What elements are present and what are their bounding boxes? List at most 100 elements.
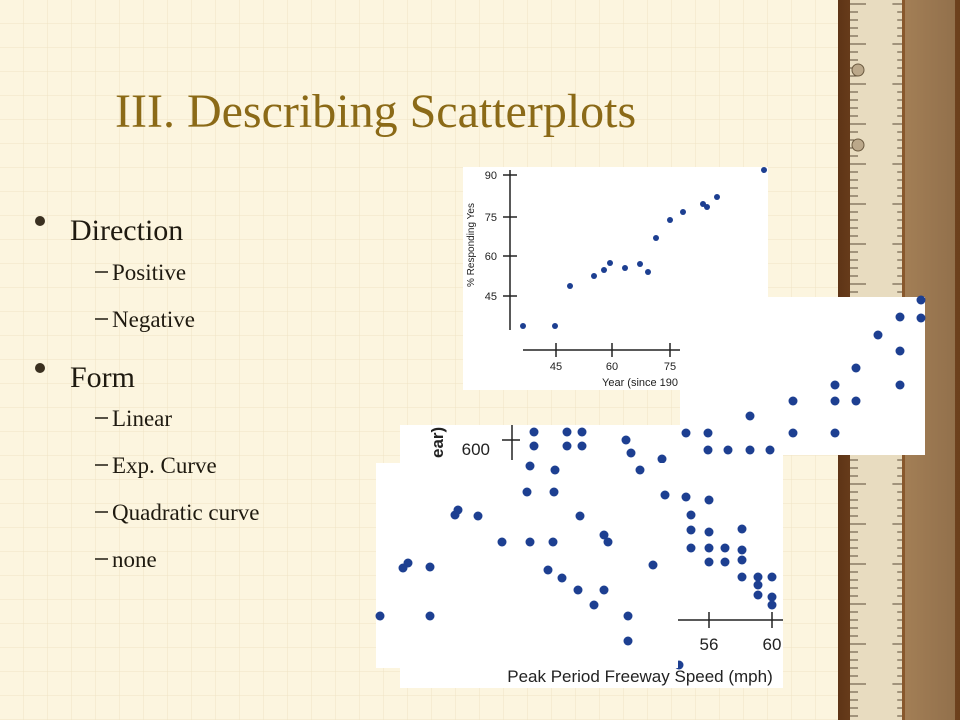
y-tick-label: 90 — [485, 170, 497, 182]
scatter-panel — [680, 297, 925, 455]
scatter-dot — [548, 537, 558, 547]
scatter-dot — [686, 510, 696, 520]
scatter-dot — [529, 427, 539, 437]
scatter-dot — [623, 611, 633, 621]
scatter-dot — [473, 511, 483, 521]
scatter-dot — [648, 560, 658, 570]
bullet-list: Direction Positive Negative Form Linear Exp. … — [35, 214, 260, 572]
scatter-dot — [681, 492, 691, 502]
scatter-dot — [703, 428, 713, 438]
scatter-dot — [599, 585, 609, 595]
scatter-dot — [425, 611, 435, 621]
scatter-dot — [873, 330, 883, 340]
scatter-dot — [745, 411, 755, 421]
scatter-dot — [737, 524, 747, 534]
scatter-dot — [398, 563, 408, 573]
scatter-dot — [557, 573, 567, 583]
scatter-dot — [453, 505, 463, 515]
scatter-dot — [753, 580, 763, 590]
scatter-dot — [550, 465, 560, 475]
screw — [851, 63, 865, 77]
scatter-dot — [745, 445, 755, 455]
y-tick-label: 60 — [485, 251, 497, 263]
scatter-dot — [851, 396, 861, 406]
scatter-dot — [680, 209, 686, 215]
bullet-dot — [35, 216, 45, 226]
scatter-dot — [788, 396, 798, 406]
scatter-dot — [522, 487, 532, 497]
sub-item: Negative — [112, 307, 195, 332]
x-tick-label: 60 — [606, 361, 618, 373]
x-tick-label: 45 — [550, 361, 562, 373]
scatter-dot — [720, 557, 730, 567]
scatter-dot — [830, 396, 840, 406]
scatter-dot — [645, 269, 651, 275]
scatter-dot — [916, 313, 926, 323]
scatter-dot — [767, 572, 777, 582]
scatter-dot — [497, 537, 507, 547]
scatter-dot — [623, 636, 633, 646]
sub-item: Exp. Curve — [112, 453, 217, 478]
scatter-dot — [660, 490, 670, 500]
scatter-dot — [686, 543, 696, 553]
scatter-dot — [895, 346, 905, 356]
x-axis-label: Peak Period Freeway Speed (mph) — [507, 667, 773, 686]
scatter-dot — [916, 295, 926, 305]
slide-title: III. Describing Scatterplots — [115, 85, 636, 138]
scatter-dot — [788, 428, 798, 438]
scatter-dot — [653, 235, 659, 241]
scatter-dot — [681, 428, 691, 438]
scatter-dot — [635, 465, 645, 475]
x-tick-label: 56 — [700, 635, 719, 654]
sub-item: Quadratic curve — [112, 500, 260, 525]
scatter-dot — [543, 565, 553, 575]
scatter-dot — [753, 590, 763, 600]
scatter-dot — [704, 557, 714, 567]
x-axis-label: Year (since 190 — [602, 377, 678, 389]
scatter-dot — [753, 572, 763, 582]
y-axis-label: % Responding Yes — [466, 203, 477, 287]
scatter-dot — [552, 323, 558, 329]
y-tick-label: 600 — [462, 440, 490, 459]
bullet-text: Direction — [70, 214, 183, 247]
scatter-dot — [601, 267, 607, 273]
scatter-dot — [704, 495, 714, 505]
y-axis-label: ear) — [428, 427, 447, 458]
scatter-dot — [577, 427, 587, 437]
x-tick-label: 75 — [664, 361, 676, 373]
scatter-dot — [549, 487, 559, 497]
scatter-dot — [425, 562, 435, 572]
scatter-dot — [704, 204, 710, 210]
scatter-dot — [573, 585, 583, 595]
sub-item: none — [112, 547, 157, 572]
scatter-dot — [637, 261, 643, 267]
scatter-dot — [621, 435, 631, 445]
scatter-dot — [567, 283, 573, 289]
scatter-dot — [830, 380, 840, 390]
scatter-dot — [599, 530, 609, 540]
scatter-dot — [575, 511, 585, 521]
scatter-dot — [704, 527, 714, 537]
scatter-dot — [525, 461, 535, 471]
scatter-dot — [737, 545, 747, 555]
scatter-dot — [830, 428, 840, 438]
scatter-dot — [525, 537, 535, 547]
scatter-dot — [723, 445, 733, 455]
scatter-dot — [607, 260, 613, 266]
scatter-dot — [657, 454, 667, 464]
scatter-dot — [737, 555, 747, 565]
x-tick-label: 60 — [763, 635, 782, 654]
figures: 600 ear) 56 60 Peak Period Freeway Speed (mp… — [375, 167, 926, 688]
scatter-dot — [529, 441, 539, 451]
bullet-text: Form — [70, 361, 135, 394]
scatter-dot — [737, 572, 747, 582]
scatter-dot — [626, 448, 636, 458]
scatter-dot — [375, 611, 385, 621]
scatter-dot — [720, 543, 730, 553]
scatter-dot — [603, 537, 613, 547]
scatter-dot — [622, 265, 628, 271]
scatter-dot — [703, 445, 713, 455]
scatter-dot — [765, 445, 775, 455]
scatter-dot — [895, 312, 905, 322]
